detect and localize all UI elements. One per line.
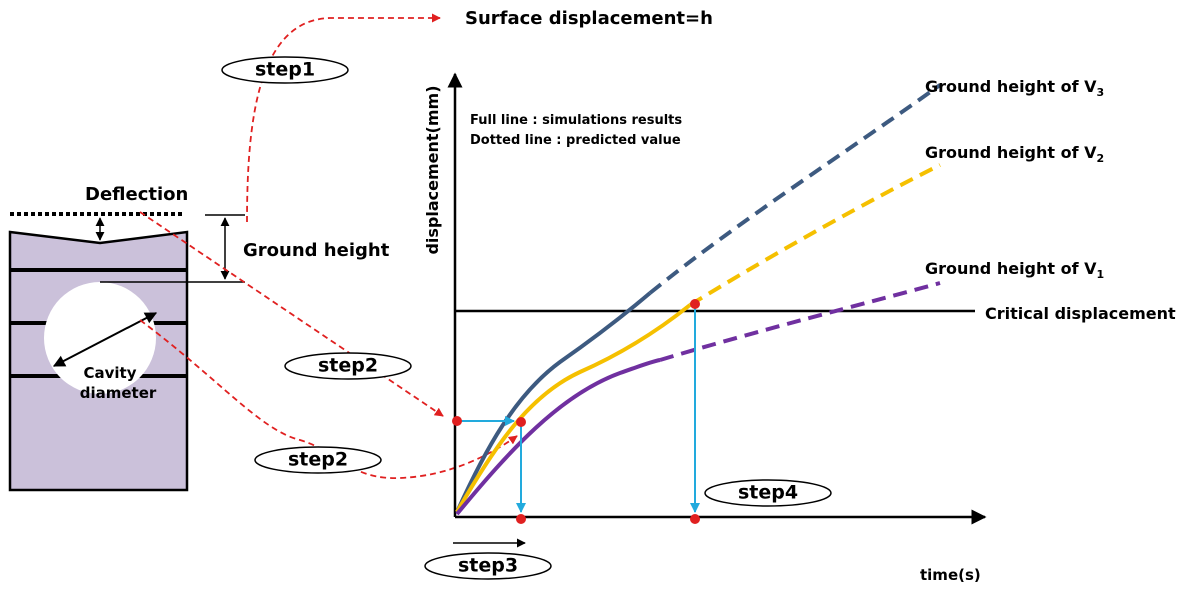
predicted-curve (688, 163, 941, 307)
simulation-curve (455, 303, 692, 513)
step-bubbles (221, 56, 832, 580)
curve-label-text: Ground height of V (925, 143, 1097, 162)
legend-text: Dotted line : predicted value (470, 133, 681, 148)
deflection-label: Deflection (85, 184, 188, 205)
title: Surface displacement=h (465, 8, 713, 29)
simulation-curve (455, 291, 652, 513)
curve-label-subscript: 3 (1097, 86, 1105, 99)
curve-label-text: Ground height of V (925, 77, 1097, 96)
axes (447, 72, 987, 525)
curve-label-text: Ground height of V (925, 259, 1097, 278)
step-label: step1 (255, 59, 315, 81)
curve-label: Ground height of V3 (925, 77, 1104, 99)
step-label: step2 (318, 355, 378, 377)
guides (457, 306, 700, 513)
curve-label-subscript: 1 (1097, 268, 1105, 281)
ground-block (8, 212, 245, 492)
curve-label: Ground height of V1 (925, 259, 1104, 281)
curve-label-subscript: 2 (1097, 152, 1105, 165)
curve-label: Ground height of V2 (925, 143, 1104, 165)
x-axis-label: time(s) (920, 566, 981, 584)
legend-text: Full line : simulations results (470, 113, 682, 128)
points (452, 299, 700, 524)
critical-label: Critical displacement (985, 304, 1176, 323)
y-axis-label: displacement(mm) (423, 85, 442, 254)
step-label: step2 (288, 449, 348, 471)
step-label: step3 (458, 555, 518, 577)
predicted-curve (659, 281, 941, 362)
predicted-curve (648, 83, 942, 295)
cavity-label: diameter (80, 384, 157, 402)
ground-height-label: Ground height (243, 240, 390, 261)
step-label: step4 (738, 482, 798, 504)
simulation-curve (455, 358, 661, 516)
cavity-label: Cavity (84, 364, 137, 382)
